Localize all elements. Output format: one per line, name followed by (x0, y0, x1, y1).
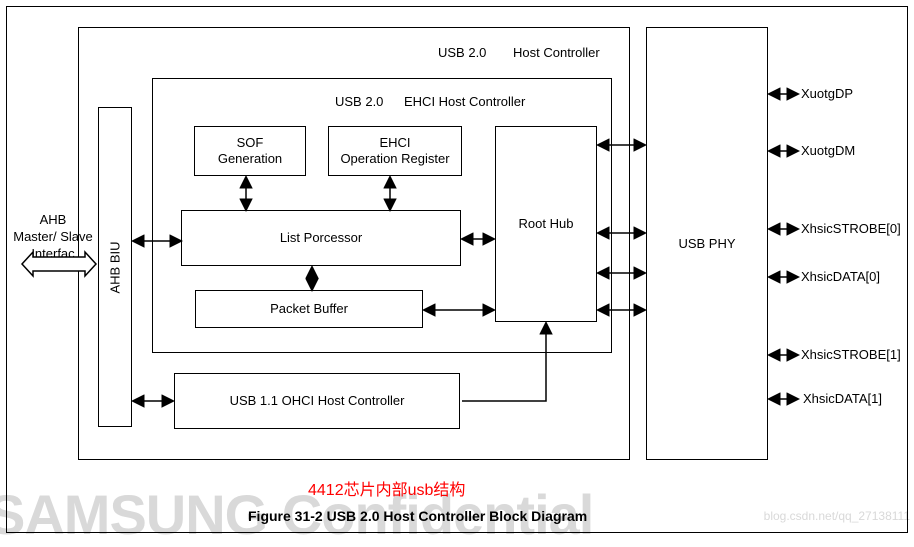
ahb-l2: Master/ Slave (13, 229, 92, 244)
packet-buffer-block: Packet Buffer (195, 290, 423, 328)
ehci-op-line2: Operation Register (340, 151, 449, 167)
signal-xuotgdm: XuotgDM (801, 143, 855, 158)
root-hub-label: Root Hub (519, 216, 574, 232)
list-processor-block: List Porcessor (181, 210, 461, 266)
sof-generation-block: SOF Generation (194, 126, 306, 176)
ahb-biu-block: AHB BIU (98, 107, 132, 427)
root-hub-block: Root Hub (495, 126, 597, 322)
signal-xhsicdata1: XhsicDATA[1] (803, 391, 882, 406)
usb-phy-block: USB PHY (646, 27, 768, 460)
host-controller-label-1: USB 2.0 (438, 45, 486, 60)
signal-xhsicdata0: XhsicDATA[0] (801, 269, 880, 284)
signal-xhsicstrobe1: XhsicSTROBE[1] (801, 347, 901, 362)
figure-caption: Figure 31-2 USB 2.0 Host Controller Bloc… (248, 508, 587, 524)
list-proc-label: List Porcessor (280, 230, 362, 246)
usb-phy-label: USB PHY (678, 236, 735, 251)
sof-line1: SOF (237, 135, 264, 151)
ahb-l1: AHB (40, 212, 67, 227)
ehci-operation-register-block: EHCI Operation Register (328, 126, 462, 176)
ohci-host-controller-block: USB 1.1 OHCI Host Controller (174, 373, 460, 429)
ehci-op-line1: EHCI (379, 135, 410, 151)
ehci-region-label-1: USB 2.0 (335, 94, 383, 109)
ehci-region-label-2: EHCI Host Controller (404, 94, 525, 109)
ahb-biu-label: AHB BIU (108, 241, 123, 293)
signal-xuotgdp: XuotgDP (801, 86, 853, 101)
ahb-interface-label: AHB Master/ Slave Interfac (12, 212, 94, 263)
host-controller-label-2: Host Controller (513, 45, 600, 60)
signal-xhsicstrobe0: XhsicSTROBE[0] (801, 221, 901, 236)
ohci-label: USB 1.1 OHCI Host Controller (230, 393, 405, 409)
packet-buf-label: Packet Buffer (270, 301, 348, 317)
sof-line2: Generation (218, 151, 282, 167)
ahb-l3: Interfac (31, 246, 74, 261)
red-caption: 4412芯片内部usb结构 (308, 476, 465, 500)
